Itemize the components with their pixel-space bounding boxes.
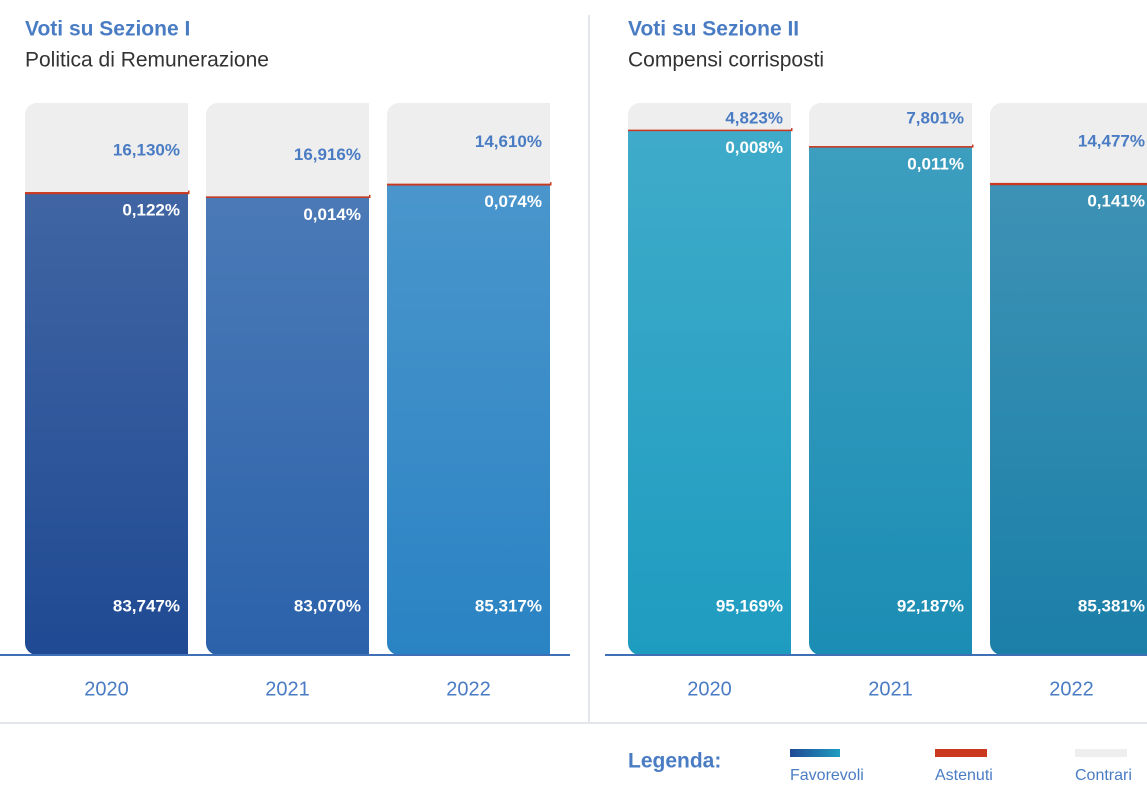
value-label: 85,381% [1078, 596, 1145, 615]
chart-subtitle: Politica di Remunerazione [25, 49, 269, 72]
bar-segment [990, 103, 1147, 183]
value-label: 14,610% [475, 132, 542, 151]
bar-segment [25, 192, 188, 655]
x-tick-label: 2020 [687, 678, 732, 700]
legend-label: Astenuti [935, 767, 993, 784]
chart-title: Voti su Sezione II [628, 18, 799, 41]
x-tick-label: 2022 [1049, 678, 1094, 700]
bar-segment [25, 190, 190, 195]
bar-segment [628, 103, 791, 130]
value-label: 83,747% [113, 596, 180, 615]
value-label: 0,014% [303, 205, 361, 224]
bar-segment [206, 103, 369, 197]
bar-group [206, 103, 371, 655]
chart-subtitle: Compensi corrisposti [628, 49, 824, 72]
value-label: 7,801% [906, 108, 964, 127]
value-label: 16,130% [113, 141, 180, 160]
bar-group [809, 103, 974, 655]
value-label: 0,141% [1087, 191, 1145, 210]
bar-segment [990, 181, 1147, 186]
value-label: 14,477% [1078, 131, 1145, 150]
legend-swatch [1075, 749, 1127, 757]
bar-group [628, 103, 793, 655]
bar-group [990, 103, 1147, 655]
value-label: 0,074% [484, 192, 542, 211]
value-label: 95,169% [716, 596, 783, 615]
value-label: 0,011% [907, 155, 964, 174]
bar-segment [387, 184, 550, 655]
x-tick-label: 2021 [265, 678, 310, 700]
legend-swatch [790, 749, 840, 757]
bar-group [25, 103, 190, 655]
legend-title: Legenda: [628, 750, 721, 773]
bar-segment [25, 103, 188, 193]
x-tick-label: 2022 [446, 678, 491, 700]
value-label: 85,317% [475, 596, 542, 615]
bar-segment [809, 103, 972, 147]
bar-segment [628, 129, 791, 655]
bar-group [387, 103, 552, 655]
value-label: 0,122% [122, 201, 180, 220]
chart-title: Voti su Sezione I [25, 18, 190, 41]
bar-segment [387, 103, 550, 184]
bar-segment [990, 183, 1147, 655]
bar-segment [809, 146, 972, 655]
legend-label: Favorevoli [790, 767, 864, 784]
legend-label: Contrari [1075, 767, 1132, 784]
value-label: 83,070% [294, 596, 361, 615]
value-label: 16,916% [294, 145, 361, 164]
value-label: 0,008% [725, 138, 783, 157]
x-tick-label: 2021 [868, 678, 913, 700]
value-label: 92,187% [897, 596, 964, 615]
bar-segment [206, 196, 369, 655]
legend-swatch [935, 749, 987, 757]
value-label: 4,823% [725, 108, 783, 127]
x-tick-label: 2020 [84, 678, 129, 700]
